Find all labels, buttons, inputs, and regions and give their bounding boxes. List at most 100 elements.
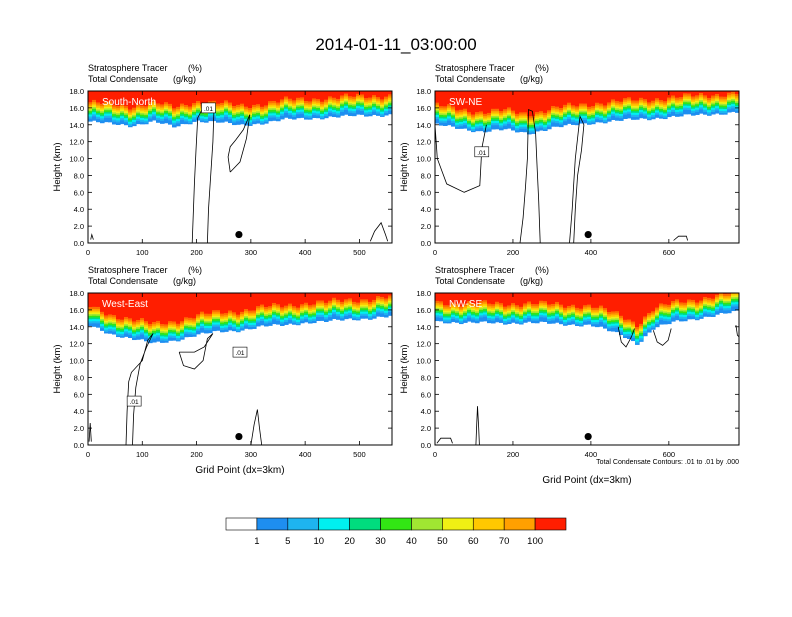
contour-line [88,422,92,442]
tracer-cell [455,91,460,111]
contour-line [617,326,635,348]
colorbar-label: 5 [285,536,290,547]
tracer-cell [88,91,93,103]
title-right-line1: (%) [535,265,549,275]
tracer-cell [348,91,353,97]
tracer-cell [711,91,716,96]
x-tick-label: 200 [507,248,520,257]
tracer-cell [479,293,484,301]
tracer-cell [160,293,165,325]
tracer-cell [220,293,225,314]
tracer-cell [607,91,612,103]
tracer-cell [443,91,448,107]
tracer-cell [699,293,704,301]
y-tick-label: 8.0 [421,373,431,382]
tracer-cell [655,91,660,99]
tracer-cell [376,91,381,98]
tracer-cell [487,293,492,304]
tracer-cell [643,293,648,317]
tracer-cell [328,293,333,301]
y-tick-label: 6.0 [74,390,84,399]
tracer-cell [507,91,512,108]
y-tick-label: 14.0 [69,121,84,130]
y-tick-label: 4.0 [421,205,431,214]
tracer-cell [232,91,237,106]
tracer-cell [340,293,345,302]
x-tick-label: 400 [299,450,312,459]
tracer-cell [591,91,596,107]
tracer-cell [364,91,369,99]
tracer-cell [727,91,732,93]
tracer-cell [236,91,241,105]
contour-line [735,325,739,338]
tracer-cell [324,293,329,303]
tracer-cell [208,91,213,102]
tracer-cell [332,91,337,98]
tracer-cell [515,293,520,306]
tracer-cell [575,293,580,308]
tracer-cell [495,293,500,302]
y-tick-label: 14.0 [416,323,431,332]
tracer-cell [655,293,660,308]
tracer-cell [735,293,739,296]
tracer-cell [292,91,297,101]
tracer-cell [447,91,452,105]
title-right-line2: (g/kg) [520,74,543,84]
y-tick-label: 4.0 [421,407,431,416]
tracer-cell [112,91,117,106]
title-right-line2: (g/kg) [520,276,543,286]
colorbar-segment [503,517,536,531]
tracer-cell [384,91,389,97]
tracer-cell [523,91,528,113]
tracer-cell [132,91,137,108]
tracer-cell [435,293,440,301]
y-tick-label: 18.0 [416,289,431,298]
tracer-cell [384,293,389,299]
panel-2: .01 .01 West-East Stratosphere Tracer (%) Tot… [52,265,393,476]
tracer-cell [595,293,600,308]
x-tick-label: 0 [86,248,90,257]
tracer-cell [260,91,265,107]
tracer-cell [280,293,285,308]
tracer-cell [88,293,93,308]
contour-line [475,406,480,445]
tracer-cell [300,293,305,305]
colorbar-segment [349,517,381,531]
location-marker [235,230,243,239]
x-tick-label: 500 [353,248,366,257]
x-tick-label: 300 [245,248,258,257]
title-left-line2: Total Condensate [435,74,505,84]
tracer-cell [599,293,604,306]
tracer-cell [659,91,664,101]
tracer-cell [312,293,317,305]
tracer-cell [372,91,377,96]
tracer-cell [304,91,309,101]
tracer-cell [320,293,325,301]
tracer-cell [208,293,213,314]
tracer-cell [284,293,289,306]
colorbar-segment [318,517,350,531]
tracer-cell [651,91,656,101]
tracer-cell [511,91,516,111]
tracer-cell [579,293,584,309]
tracer-cell [539,91,544,112]
tracer-cell [511,293,516,304]
tracer-cell [304,293,309,303]
tracer-cell [683,293,688,303]
panel-label: South-North [102,97,156,108]
tracer-cell [268,293,273,307]
contour-line [178,333,214,370]
y-tick-label: 14.0 [69,323,84,332]
tracer-cell [288,91,293,99]
tracer-cell [647,91,652,103]
tracer-cell [176,91,181,107]
tracer-cell [240,91,245,104]
location-marker [584,432,592,441]
tracer-cell [579,91,584,104]
tracer-cell [244,91,249,107]
tracer-cell [340,91,345,96]
tracer-cell [124,91,129,106]
tracer-cell [216,91,221,104]
tracer-cell [296,91,301,98]
tracer-cell [631,91,636,101]
